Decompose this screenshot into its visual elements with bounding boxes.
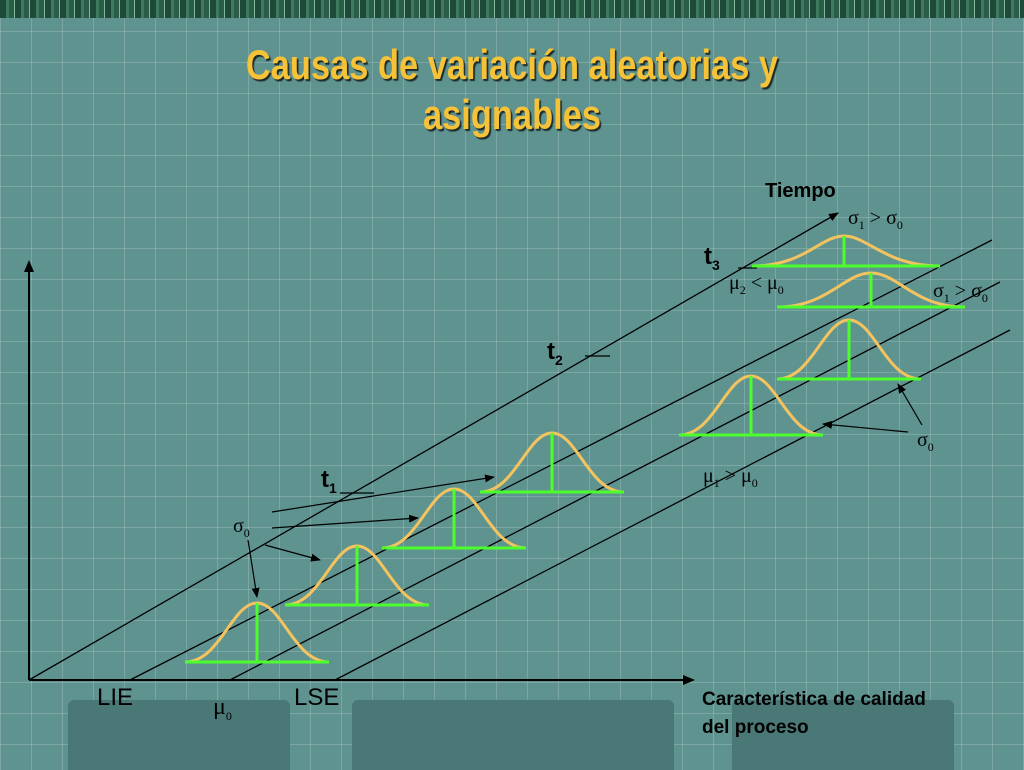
distribution-curve-3	[381, 487, 527, 550]
sigma0-right-label: σ0	[917, 429, 934, 454]
distribution-curve-4	[479, 431, 625, 494]
distribution-curve-wide-top	[751, 234, 941, 268]
distribution-curve-wide	[776, 271, 966, 309]
lie-guide-line	[129, 239, 993, 681]
x-axis-caption-line-2: del proceso	[702, 717, 809, 738]
time-mark-t1: t1	[321, 466, 337, 496]
distribution-curve-shifted-mean	[678, 374, 824, 437]
bottom-panel-middle	[352, 700, 674, 770]
y-axis-arrow	[24, 260, 34, 272]
time-mark-t3: t3	[704, 243, 720, 273]
sigma0-left-label: σ0	[233, 515, 250, 540]
page-title: Causas de variación aleatorias y asignab…	[92, 40, 932, 140]
mu0-axis-label: μ0	[213, 694, 232, 723]
distribution-curve-2	[284, 544, 430, 607]
time-axis-line	[28, 212, 839, 681]
x-axis-arrow	[683, 675, 695, 685]
time-axis-label: Tiempo	[765, 180, 836, 202]
mu0-guide-line	[229, 281, 1001, 681]
x-axis-caption-line-1: Característica de calidad	[702, 689, 926, 710]
distribution-curve-1	[184, 601, 330, 664]
distribution-curves	[184, 234, 966, 664]
bottom-panel-right	[732, 700, 954, 770]
bottom-panel-left	[68, 700, 290, 770]
title-line-1: Causas de variación aleatorias y	[245, 41, 779, 88]
mu2-lt-mu0-label: μ2 < μ0	[729, 272, 784, 297]
decorative-circuit-band	[0, 0, 1024, 18]
x-axis-caption: Característica de calidad del proceso	[702, 686, 926, 742]
time-mark-t2: t2	[547, 338, 563, 368]
distribution-curve-shifted-mean-2	[776, 318, 922, 381]
sigma1-gt-sigma0-top-label: σ1 > σ0	[848, 207, 903, 232]
lse-guide-line	[334, 329, 1011, 681]
sigma1-gt-sigma0-mid-label: σ1 > σ0	[933, 280, 988, 305]
mu1-gt-mu0-label: μ1 > μ0	[703, 465, 758, 490]
lse-label: LSE	[294, 684, 340, 711]
lie-label: LIE	[97, 684, 134, 711]
callout-arrows	[247, 383, 923, 598]
title-line-2: asignables	[422, 91, 602, 138]
